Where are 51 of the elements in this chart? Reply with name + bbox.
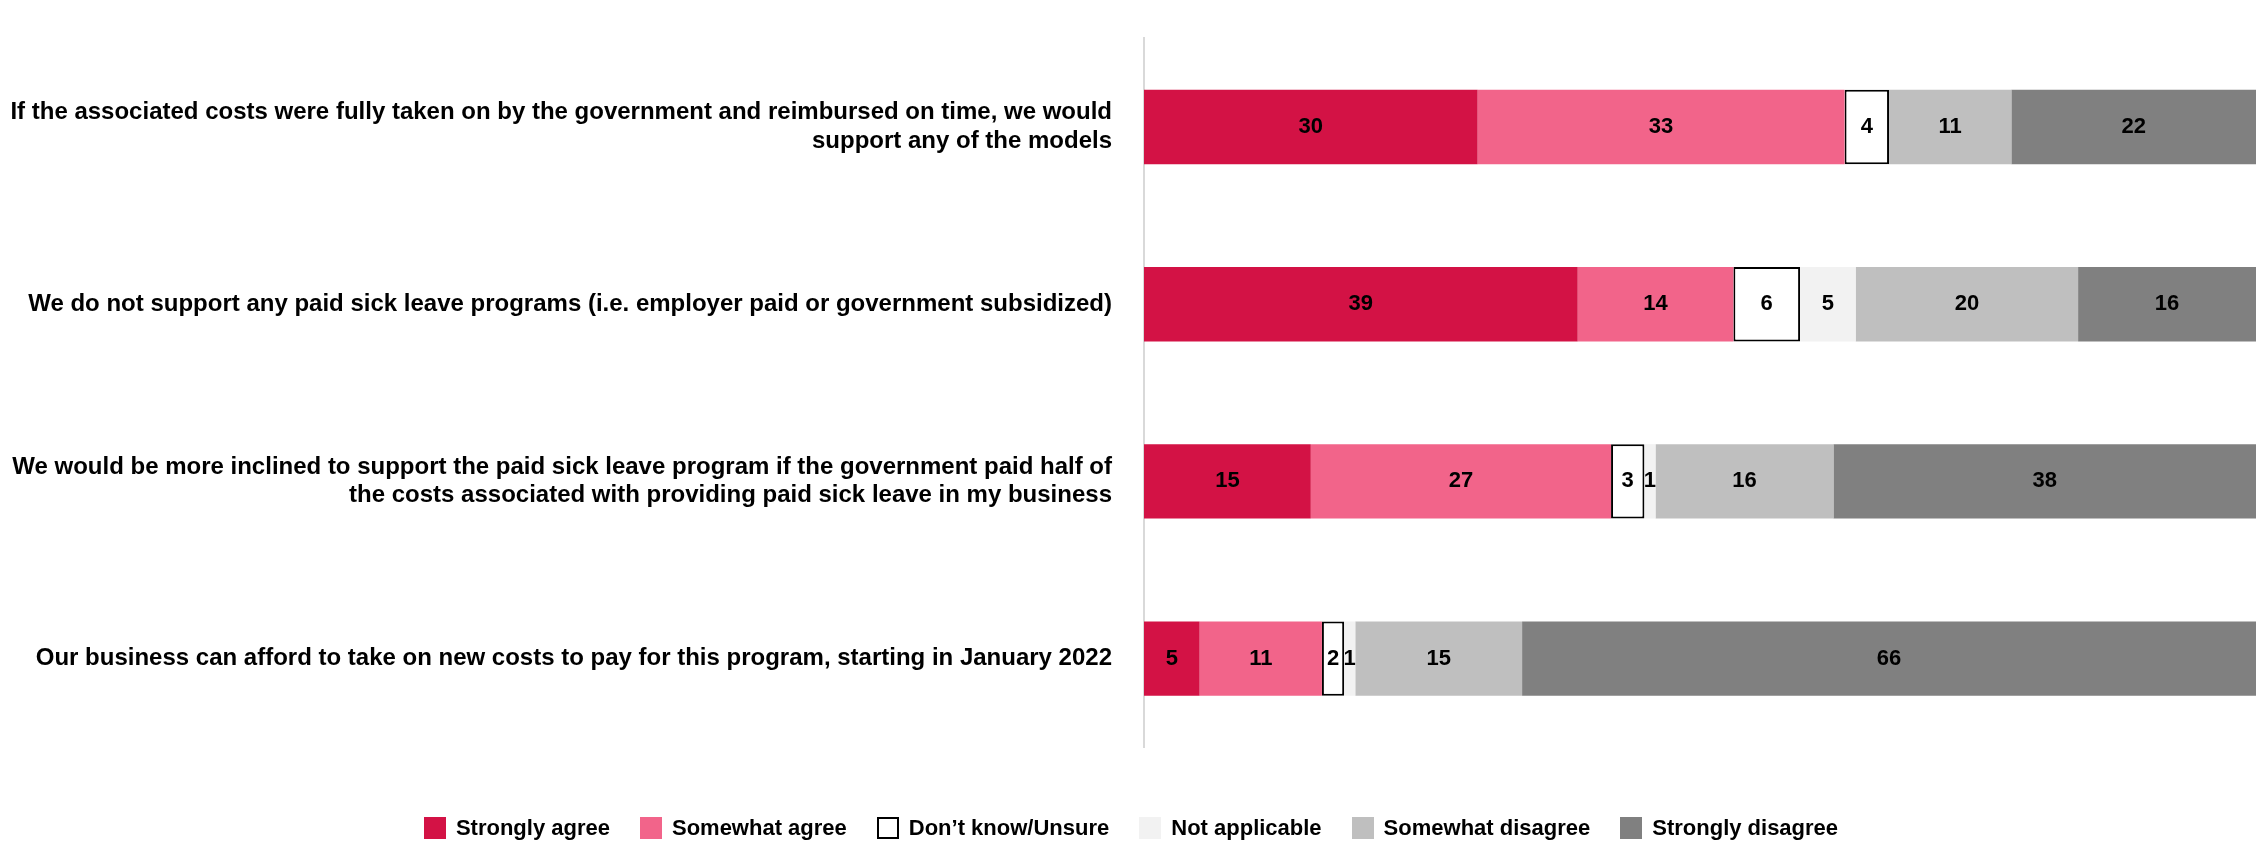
legend-label: Strongly agree bbox=[455, 815, 610, 841]
y-tick-label: We would be more inclined to support the paid sick leave program if the government paid half of the costs associated with providing paid sick leave in my business bbox=[12, 451, 1113, 508]
data-label: 27 bbox=[1448, 467, 1474, 493]
bar bbox=[2078, 266, 2256, 342]
bar bbox=[1355, 621, 1523, 696]
data-label: 16 bbox=[2154, 290, 2180, 316]
data-label: 3 bbox=[1621, 467, 1634, 493]
data-label: 11 bbox=[1938, 113, 1962, 139]
bar bbox=[1199, 621, 1322, 696]
data-label: 5 bbox=[1165, 644, 1178, 670]
data-label: 11 bbox=[1249, 644, 1273, 670]
data-label: 30 bbox=[1298, 113, 1324, 139]
data-label: 6 bbox=[1760, 290, 1773, 316]
bar bbox=[1310, 444, 1612, 519]
bar bbox=[1833, 444, 2256, 519]
legend-label: Strongly disagree bbox=[1652, 815, 1839, 841]
bar bbox=[1522, 621, 2256, 696]
bar bbox=[1889, 89, 2012, 165]
y-tick-label: If the associated costs were fully taken on by the government and reimbursed on time, we would support any of the models bbox=[10, 97, 1112, 154]
bar bbox=[1577, 266, 1734, 342]
data-label: 14 bbox=[1643, 290, 1669, 316]
data-label: 15 bbox=[1426, 644, 1451, 670]
data-label: 1 bbox=[1343, 644, 1356, 670]
legend-label: Somewhat disagree bbox=[1383, 815, 1591, 841]
bar bbox=[1855, 266, 2079, 342]
bar bbox=[1477, 89, 1845, 165]
legend-label: Don’t know/Unsure bbox=[908, 815, 1110, 841]
bar bbox=[1655, 444, 1834, 519]
data-label: 5 bbox=[1821, 290, 1835, 316]
bar bbox=[1644, 444, 1656, 519]
data-label: 1 bbox=[1643, 467, 1657, 493]
y-tick-label: We do not support any paid sick leave programs (i.e. employer paid or government subsidized) bbox=[28, 288, 1112, 316]
bar bbox=[1144, 621, 1200, 696]
data-label: 22 bbox=[2121, 113, 2146, 139]
bar bbox=[1144, 444, 1311, 519]
data-label: 66 bbox=[1876, 644, 1902, 670]
bar bbox=[1144, 89, 1478, 165]
bar bbox=[1144, 266, 1578, 342]
bar bbox=[2011, 89, 2256, 165]
data-label: 16 bbox=[1732, 467, 1757, 493]
bar bbox=[1800, 266, 1856, 342]
legend-label: Not applicable bbox=[1171, 815, 1322, 841]
legend-label: Somewhat agree bbox=[671, 815, 847, 841]
data-label: 39 bbox=[1348, 290, 1374, 316]
data-label: 20 bbox=[1954, 290, 1980, 316]
y-tick-label: Our business can afford to take on new costs to pay for this program, starting in January 2022 bbox=[35, 643, 1112, 671]
data-label: 2 bbox=[1326, 644, 1340, 670]
data-label: 33 bbox=[1648, 113, 1674, 139]
data-label: 4 bbox=[1860, 113, 1874, 139]
data-label: 15 bbox=[1215, 467, 1240, 493]
data-label: 38 bbox=[2032, 467, 2057, 493]
